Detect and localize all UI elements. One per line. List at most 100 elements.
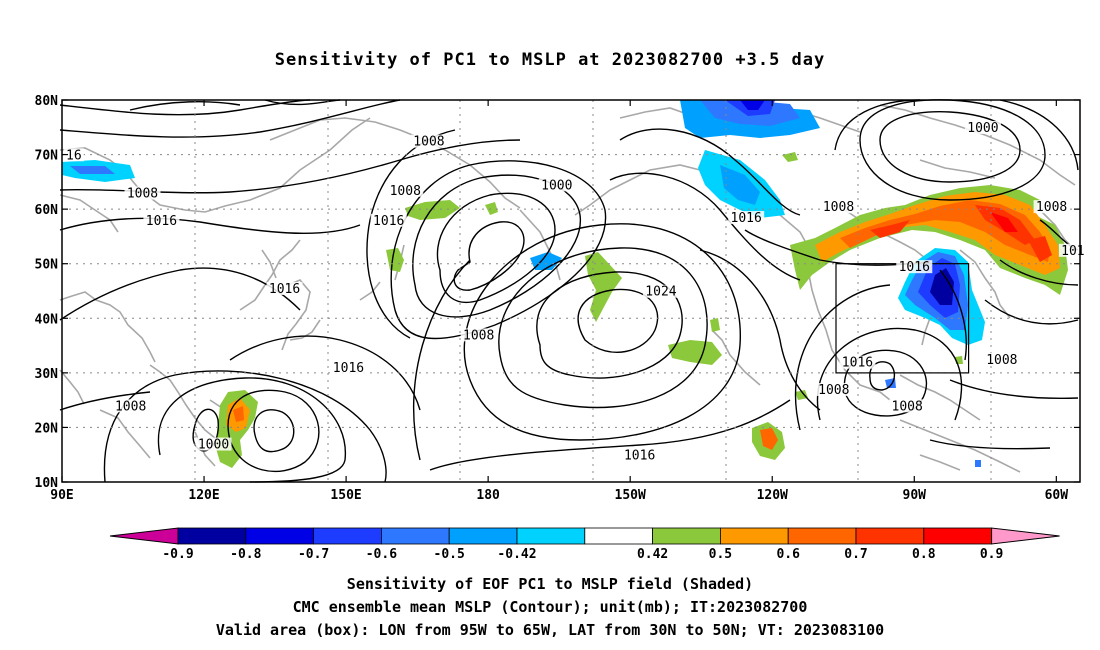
contour-label: 16 bbox=[66, 148, 82, 163]
colorbar-box bbox=[787, 527, 857, 545]
contour-label-bg bbox=[143, 213, 180, 227]
colorbar-box bbox=[855, 527, 925, 545]
contour-labels: 16 1008 1016 1008 1016 1008 1000 1016 1008 1016 10… bbox=[63, 121, 1087, 463]
contour-label-bg bbox=[839, 355, 876, 369]
y-tick-label: 10N bbox=[35, 476, 59, 491]
contour-label: 1024 bbox=[645, 285, 676, 300]
contour-label: 1016 bbox=[899, 260, 930, 275]
map-title: Sensitivity of PC1 to MSLP at 2023082700… bbox=[274, 50, 826, 70]
contour-label: 1016 bbox=[731, 211, 762, 226]
colorbar-box bbox=[448, 527, 518, 545]
contour-label: 101 bbox=[1061, 244, 1084, 259]
axis-ticks bbox=[61, 99, 1080, 483]
contour-label-bg bbox=[621, 448, 658, 462]
colorbar-left-triangle bbox=[109, 527, 179, 545]
contour-label: 1008 bbox=[127, 187, 158, 202]
x-axis-labels: 90E 120E 150E 180 150W 120W 90W 60W bbox=[50, 488, 1068, 503]
contour-label-bg bbox=[195, 437, 232, 451]
contour-label-bg bbox=[460, 328, 497, 342]
contour-label-bg bbox=[370, 213, 407, 227]
colorbar-label: -0.7 bbox=[298, 547, 329, 562]
colorbar-label: -0.5 bbox=[434, 547, 465, 562]
caption-shaded: Sensitivity of EOF PC1 to MSLP field (Sh… bbox=[346, 575, 754, 593]
contour-label-bg bbox=[820, 200, 857, 214]
colorbar-label: 0.5 bbox=[709, 547, 732, 562]
contour-label-bg bbox=[815, 382, 852, 396]
contour-label: 1008 bbox=[463, 328, 494, 343]
map-frame bbox=[61, 99, 1081, 483]
contour-label-bg bbox=[330, 361, 367, 375]
contour-label-bg bbox=[112, 399, 149, 413]
contour-label: 1000 bbox=[541, 178, 572, 193]
x-tick-label: 90W bbox=[903, 488, 927, 503]
contour-label: 1008 bbox=[818, 383, 849, 398]
caption-contour: CMC ensemble mean MSLP (Contour); unit(m… bbox=[292, 598, 808, 616]
contour-label-bg bbox=[266, 282, 303, 295]
contour-label-bg bbox=[889, 399, 926, 413]
colorbar-box bbox=[720, 527, 789, 545]
colorbar-label: 0.7 bbox=[844, 547, 867, 562]
contour-label-bg bbox=[410, 134, 447, 148]
colorbar: -0.9 -0.8 -0.7 -0.6 -0.5 -0.42 0.42 0.5 0.6 0.7 0.… bbox=[109, 527, 1060, 562]
contour-label-bg bbox=[63, 148, 84, 162]
contour-label: 1008 bbox=[115, 399, 146, 414]
contour-label: 1008 bbox=[986, 353, 1017, 368]
x-tick-label: 90E bbox=[50, 488, 73, 503]
y-axis-labels: 80N 70N 60N 50N 40N 30N 20N 10N bbox=[35, 94, 59, 491]
y-tick-label: 20N bbox=[35, 421, 59, 436]
contour-label: 1016 bbox=[624, 448, 655, 463]
caption-valid-area: Valid area (box): LON from 95W to 65W, L… bbox=[215, 621, 885, 639]
contour-label: 1016 bbox=[146, 214, 177, 229]
colorbar-box bbox=[584, 527, 653, 545]
colorbar-label: 0.42 bbox=[637, 547, 668, 562]
colorbar-box bbox=[516, 527, 586, 545]
colorbar-box bbox=[313, 527, 382, 545]
contour-label: 1016 bbox=[373, 214, 404, 229]
contour-label: 1008 bbox=[1036, 200, 1067, 215]
colorbar-box bbox=[380, 527, 450, 545]
contour-label: 1016 bbox=[269, 282, 300, 297]
contour-label-bg bbox=[964, 121, 1001, 135]
contour-label: 1016 bbox=[333, 361, 364, 376]
y-tick-label: 50N bbox=[35, 258, 59, 273]
colorbar-box bbox=[245, 527, 315, 545]
y-tick-label: 40N bbox=[35, 312, 59, 327]
x-tick-label: 150E bbox=[330, 488, 361, 503]
colorbar-label: -0.8 bbox=[230, 547, 261, 562]
y-tick-label: 30N bbox=[35, 367, 59, 382]
colorbar-box bbox=[177, 527, 247, 545]
colorbar-box bbox=[652, 527, 721, 545]
colorbar-label: -0.6 bbox=[366, 547, 397, 562]
contour-label-bg bbox=[728, 211, 765, 225]
contour-label-bg bbox=[538, 178, 575, 192]
colorbar-right-triangle bbox=[991, 527, 1060, 545]
contour-label-bg bbox=[896, 260, 933, 274]
contour-label-bg bbox=[983, 352, 1020, 366]
contour-label: 1000 bbox=[198, 438, 229, 453]
contour-label: 1016 bbox=[842, 356, 873, 371]
contour-label: 1008 bbox=[413, 135, 444, 150]
colorbar-label: 0.9 bbox=[980, 547, 1003, 562]
contour-label: 1008 bbox=[823, 200, 854, 215]
contour-label-bg bbox=[124, 186, 161, 200]
x-tick-label: 120W bbox=[757, 488, 788, 503]
contour-label: 1008 bbox=[892, 399, 923, 414]
colorbar-label: -0.42 bbox=[497, 547, 536, 562]
contour-label-bg bbox=[1033, 200, 1070, 214]
contour-label: 1008 bbox=[390, 184, 421, 199]
y-tick-label: 60N bbox=[35, 203, 59, 218]
x-tick-label: 150W bbox=[615, 488, 646, 503]
x-tick-label: 120E bbox=[188, 488, 219, 503]
contour-label-bg bbox=[387, 183, 424, 197]
y-tick-label: 80N bbox=[35, 94, 59, 109]
x-tick-label: 60W bbox=[1045, 488, 1069, 503]
contour-label: 1000 bbox=[967, 121, 998, 136]
colorbar-label: 0.6 bbox=[776, 547, 800, 562]
colorbar-label: 0.8 bbox=[912, 547, 936, 562]
colorbar-label: -0.9 bbox=[162, 547, 193, 562]
colorbar-box bbox=[923, 527, 992, 545]
y-tick-label: 70N bbox=[35, 149, 59, 164]
contour-label-bg bbox=[642, 284, 679, 298]
x-tick-label: 180 bbox=[476, 488, 500, 503]
sensitivity-map: 16 1008 1016 1008 1016 1008 1000 1016 1008 1016 10… bbox=[34, 94, 1087, 503]
